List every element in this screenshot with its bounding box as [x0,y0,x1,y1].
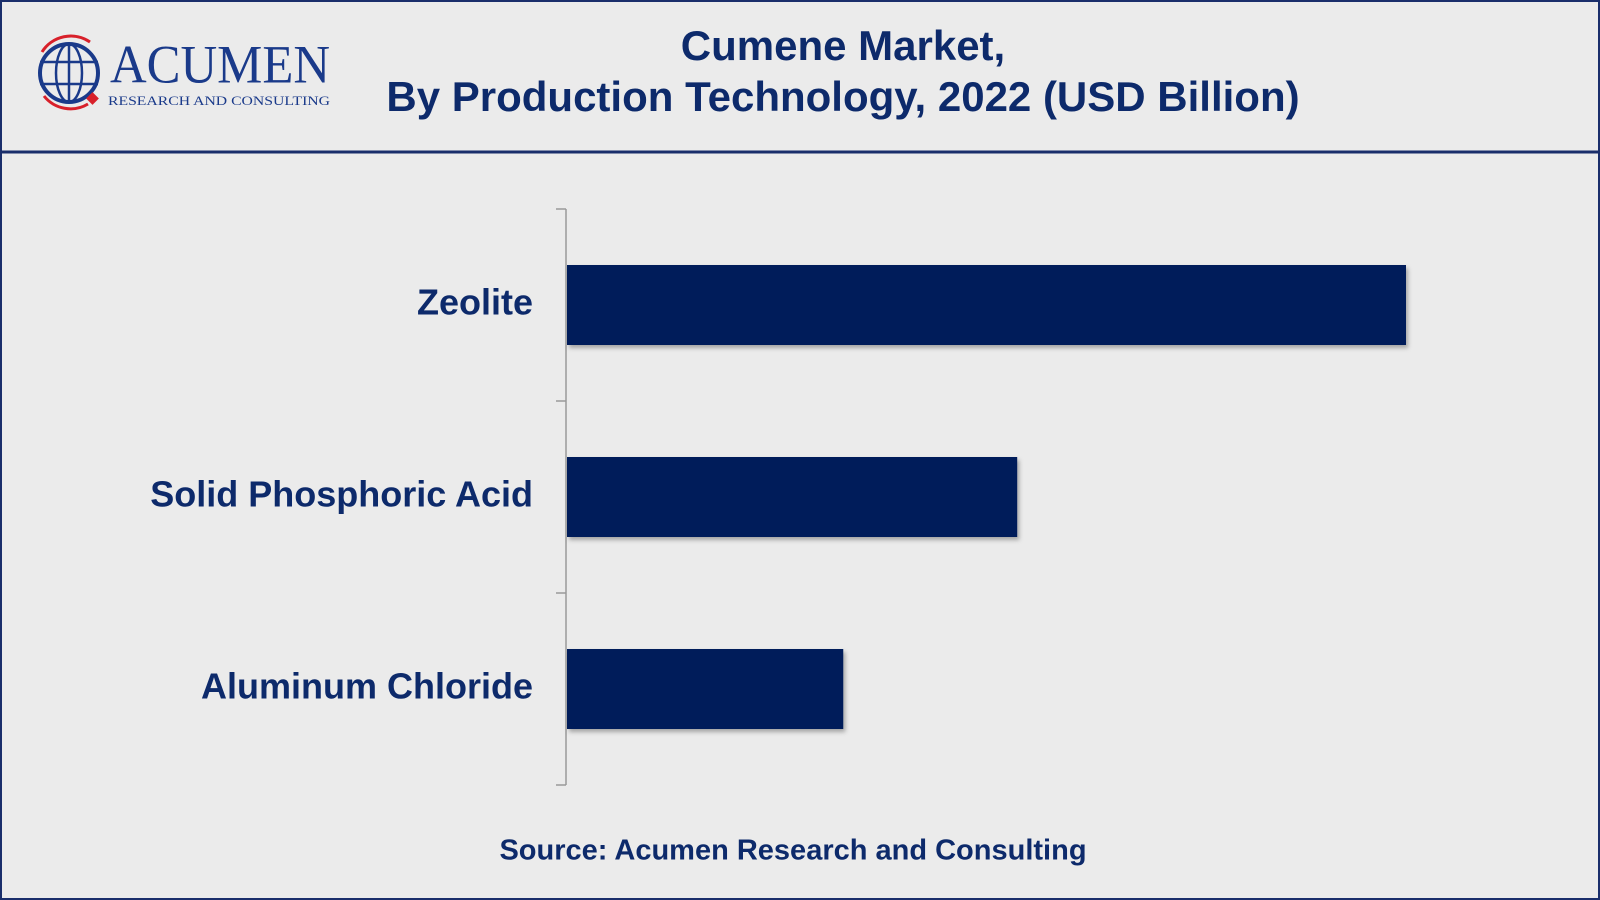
y-tick-label: Solid Phosphoric Acid [150,474,533,515]
bar [567,457,1018,537]
y-tick-label: Zeolite [417,282,533,323]
bar [567,265,1406,345]
logo-arc [42,95,89,111]
chart-title: Cumene Market, [681,22,1005,69]
y-tick-label: Aluminum Chloride [201,666,533,707]
logo-tagline: RESEARCH AND CONSULTING [108,93,330,108]
bar [567,649,844,729]
logo-arc [40,34,91,53]
chart-title: By Production Technology, 2022 (USD Bill… [386,73,1299,120]
logo: ACUMEN RESEARCH AND CONSULTING [38,34,330,111]
logo-name: ACUMEN [110,34,330,94]
source-note: Source: Acumen Research and Consulting [499,835,1086,867]
